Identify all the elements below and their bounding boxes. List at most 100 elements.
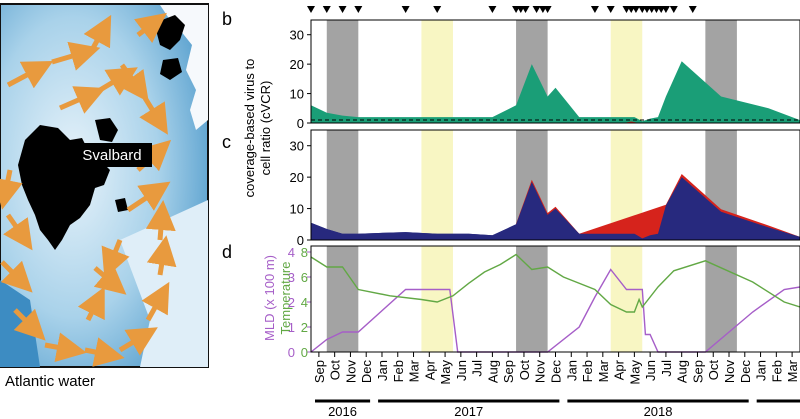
temperature-ylabel: Temperature bbox=[278, 262, 293, 335]
ytick-label-b-0: 0 bbox=[297, 116, 304, 131]
island-east bbox=[115, 198, 128, 212]
month-label-15: Dec bbox=[549, 360, 564, 384]
sample-marker-3 bbox=[354, 6, 363, 13]
month-label-12: Sep bbox=[501, 360, 516, 383]
sample-marker-12 bbox=[543, 6, 552, 13]
month-label-6: Mar bbox=[407, 359, 422, 382]
ytick-label-b-20: 20 bbox=[290, 57, 304, 72]
ytick-label-b-30: 30 bbox=[290, 28, 304, 43]
mld-tick-label-0: 0 bbox=[288, 345, 295, 360]
sample-marker-0 bbox=[307, 6, 315, 13]
sample-marker-25 bbox=[688, 6, 697, 13]
month-label-14: Nov bbox=[533, 360, 548, 384]
month-label-18: Mar bbox=[596, 359, 611, 382]
dark-band-c-0 bbox=[326, 130, 359, 240]
area-series-c-top bbox=[311, 177, 800, 240]
temp-tick-label-4: 4 bbox=[301, 295, 308, 310]
sample-marker-9 bbox=[521, 6, 530, 13]
mld-tick-label-4: 4 bbox=[288, 245, 295, 260]
svalbard-label-box bbox=[72, 143, 152, 167]
island-north bbox=[95, 118, 118, 142]
month-label-24: Sep bbox=[690, 360, 705, 383]
month-label-3: Dec bbox=[359, 360, 374, 384]
month-label-4: Jan bbox=[375, 360, 390, 381]
year-label-2016: 2016 bbox=[328, 404, 357, 419]
sample-marker-1 bbox=[322, 6, 331, 13]
ytick-label-b-10: 10 bbox=[290, 87, 304, 102]
chart-panel-c: 0 10 20 30 bbox=[290, 129, 800, 248]
temp-tick-label-0: 0 bbox=[301, 345, 308, 360]
island-kvitoya bbox=[160, 58, 182, 80]
month-label-1: Oct bbox=[328, 360, 343, 381]
chart-panel-b: 0 10 20 30 bbox=[290, 19, 800, 131]
panel-label-b: b bbox=[222, 9, 232, 29]
month-label-16: Jan bbox=[564, 360, 579, 381]
sample-marker-6 bbox=[488, 6, 497, 13]
sample-marker-4 bbox=[401, 6, 410, 13]
month-label-9: Jun bbox=[454, 360, 469, 381]
sample-marker-13 bbox=[590, 6, 599, 13]
temp-tick-label-8: 8 bbox=[301, 245, 308, 260]
mld-tick-label-2: 2 bbox=[288, 295, 295, 310]
ytick-label-c-10: 10 bbox=[290, 202, 304, 217]
dark-band-d-0 bbox=[326, 246, 359, 352]
ytick-label-c-20: 20 bbox=[290, 170, 304, 185]
current-arrows bbox=[0, 12, 177, 367]
dark-band-d-1 bbox=[516, 246, 548, 352]
area-series-b-0 bbox=[311, 61, 800, 123]
cvcr-ylabel-line1: coverage-based virus to bbox=[242, 59, 257, 198]
light-band-d-1 bbox=[610, 246, 643, 352]
panel-frame-b bbox=[310, 19, 800, 124]
dark-band-d-2 bbox=[705, 246, 737, 352]
month-label-17: Feb bbox=[580, 360, 595, 382]
month-label-2: Nov bbox=[343, 360, 358, 384]
sample-marker-24 bbox=[669, 6, 678, 13]
month-label-26: Nov bbox=[722, 360, 737, 384]
month-label-25: Oct bbox=[706, 360, 721, 381]
sample-marker-23 bbox=[661, 6, 670, 13]
panel-label-d: d bbox=[222, 242, 232, 262]
light-band-b-1 bbox=[610, 20, 643, 123]
dark-band-b-0 bbox=[326, 20, 359, 123]
sample-marker-17 bbox=[631, 6, 640, 13]
ytick-label-c-0: 0 bbox=[297, 233, 304, 248]
sample-marker-14 bbox=[606, 6, 615, 13]
ytick-label-c-30: 30 bbox=[290, 139, 304, 154]
light-band-b-0 bbox=[421, 20, 453, 123]
month-label-30: Mar bbox=[785, 359, 800, 382]
month-label-28: Jan bbox=[754, 360, 769, 381]
sample-marker-2 bbox=[338, 6, 347, 13]
map-caption: Atlantic water bbox=[5, 373, 95, 390]
mld-tick-label-3: 3 bbox=[288, 270, 295, 285]
month-label-13: Oct bbox=[517, 360, 532, 381]
sample-marker-5 bbox=[433, 6, 442, 13]
temp-tick-label-6: 6 bbox=[301, 270, 308, 285]
month-label-20: May bbox=[627, 360, 642, 385]
month-label-5: Feb bbox=[391, 360, 406, 382]
light-band-c-0 bbox=[421, 130, 453, 240]
cvcr-ylabel-line2: cell ratio (cVCR) bbox=[258, 81, 273, 176]
map-panel: Svalbard Atlantic water bbox=[0, 3, 209, 390]
ice-shelf bbox=[160, 5, 208, 130]
temp-tick-label-2: 2 bbox=[301, 320, 308, 335]
sample-marker-10 bbox=[532, 6, 541, 13]
x-axis-months: Sep Oct Nov Dec Jan Feb Mar Apr May Jun Jul Aug Sep O… bbox=[312, 352, 800, 385]
line-series-temperature bbox=[310, 253, 800, 313]
month-label-21: Jun bbox=[643, 360, 658, 381]
month-label-22: Jul bbox=[659, 360, 674, 377]
month-label-19: Apr bbox=[612, 359, 627, 380]
light-band-d-0 bbox=[421, 246, 453, 352]
month-label-23: Aug bbox=[675, 360, 690, 383]
panel-label-c: c bbox=[222, 132, 231, 152]
month-label-10: Jul bbox=[470, 360, 485, 377]
year-bars: 2016 2017 2018 bbox=[315, 399, 800, 419]
mld-ylabel: MLD (x 100 m) bbox=[262, 255, 277, 341]
svalbard-label: Svalbard bbox=[82, 147, 141, 164]
mld-tick-label-1: 1 bbox=[288, 320, 295, 335]
year-label-2018: 2018 bbox=[644, 404, 673, 419]
sample-markers bbox=[307, 6, 697, 13]
month-label-27: Dec bbox=[738, 360, 753, 384]
month-label-0: Sep bbox=[312, 360, 327, 383]
month-label-8: May bbox=[438, 360, 453, 385]
